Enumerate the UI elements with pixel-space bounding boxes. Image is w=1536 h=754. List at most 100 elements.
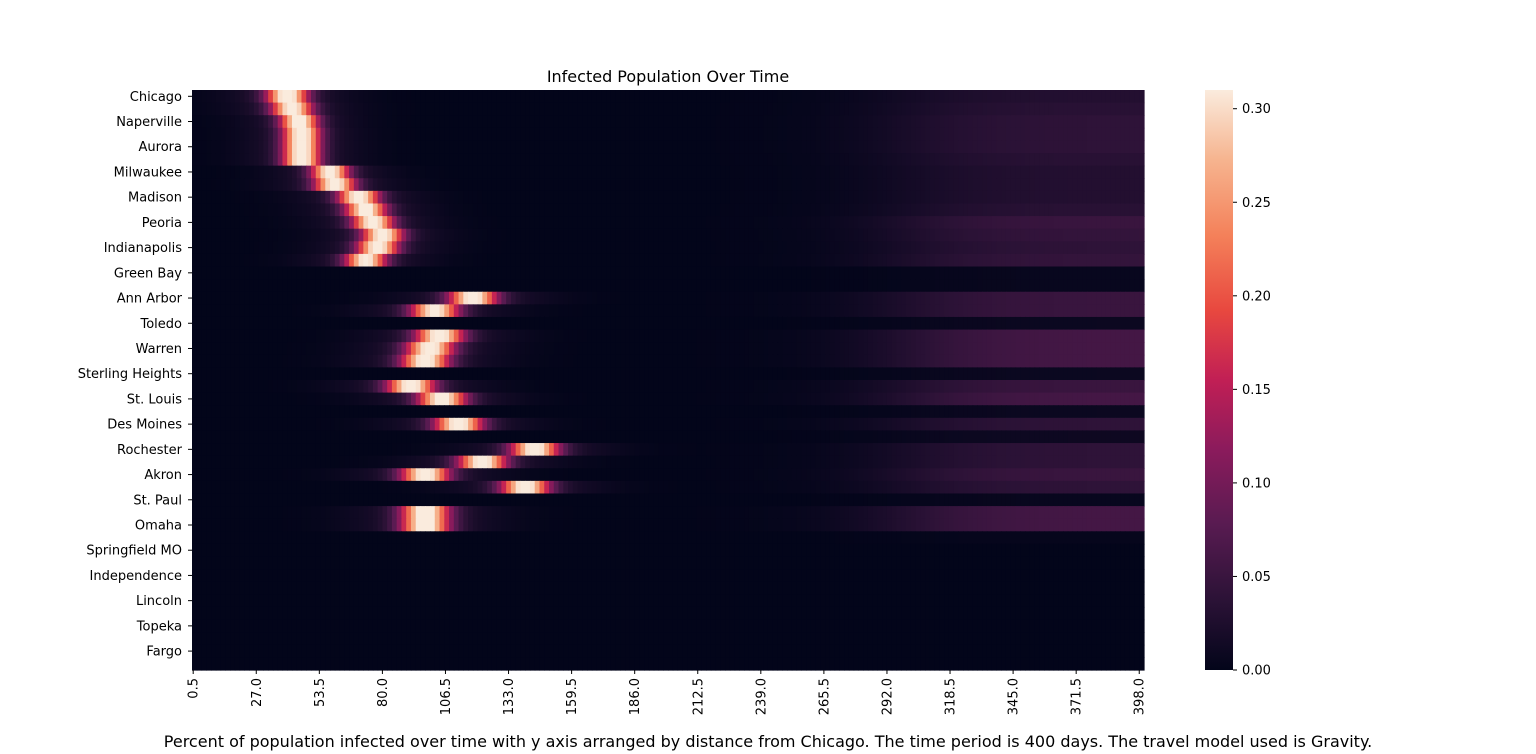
heatmap-cell: [906, 329, 912, 343]
heatmap-cell: [1067, 115, 1074, 129]
heatmap-cell: [558, 354, 564, 368]
heatmap-cell: [396, 140, 403, 154]
heatmap-cell: [601, 279, 607, 293]
heatmap-cell: [825, 190, 831, 205]
heatmap-cell: [439, 153, 445, 167]
heatmap-cell: [701, 127, 707, 142]
heatmap-cell: [682, 127, 688, 142]
heatmap-cell: [591, 178, 598, 192]
heatmap-cell: [963, 115, 969, 129]
heatmap-cell: [668, 266, 674, 280]
heatmap-cell: [506, 115, 512, 129]
heatmap-cell: [772, 190, 779, 205]
heatmap-cell: [615, 316, 621, 331]
heatmap-cell: [1039, 329, 1045, 343]
heatmap-cell: [372, 165, 379, 179]
heatmap-cell: [715, 115, 721, 129]
heatmap-cell: [1120, 203, 1126, 217]
heatmap-cell: [463, 241, 469, 255]
heatmap-cell: [734, 190, 740, 205]
heatmap-cell: [491, 367, 498, 381]
heatmap-cell: [648, 153, 655, 167]
heatmap-cell: [891, 190, 898, 205]
heatmap-cell: [1072, 329, 1078, 343]
heatmap-cell: [244, 102, 250, 116]
heatmap-cell: [268, 304, 274, 318]
heatmap-cell: [325, 178, 331, 192]
heatmap-cell: [615, 367, 621, 381]
heatmap-cell: [720, 253, 726, 268]
heatmap-cell: [982, 178, 988, 192]
heatmap-cell: [787, 304, 793, 318]
heatmap-cell: [996, 316, 1002, 331]
heatmap-cell: [453, 342, 460, 356]
heatmap-cell: [249, 342, 255, 356]
heatmap-cell: [491, 165, 498, 179]
heatmap-cell: [491, 216, 498, 230]
heatmap-cell: [268, 153, 274, 167]
heatmap-cell: [820, 115, 826, 129]
heatmap-cell: [325, 115, 331, 129]
heatmap-cell: [306, 127, 312, 142]
heatmap-cell: [372, 241, 379, 255]
heatmap-cell: [677, 90, 683, 104]
heatmap-cell: [315, 380, 322, 394]
heatmap-cell: [553, 380, 560, 394]
heatmap-cell: [815, 190, 821, 205]
heatmap-cell: [510, 228, 517, 242]
heatmap-cell: [1091, 216, 1097, 230]
heatmap-cell: [606, 266, 612, 280]
heatmap-cell: [1010, 228, 1017, 242]
heatmap-cell: [663, 153, 669, 167]
heatmap-cell: [991, 127, 998, 142]
heatmap-cell: [230, 153, 236, 167]
heatmap-cell: [291, 241, 298, 255]
heatmap-cell: [225, 216, 231, 230]
heatmap-cell: [810, 392, 817, 406]
heatmap-cell: [953, 241, 959, 255]
heatmap-cell: [848, 178, 855, 192]
heatmap-cell: [430, 203, 436, 217]
heatmap-cell: [601, 354, 607, 368]
heatmap-cell: [563, 203, 569, 217]
heatmap-cell: [729, 203, 736, 217]
heatmap-cell: [910, 380, 917, 394]
heatmap-cell: [839, 178, 845, 192]
heatmap-cell: [563, 216, 569, 230]
heatmap-cell: [1101, 153, 1107, 167]
heatmap-cell: [192, 178, 198, 192]
heatmap-cell: [1086, 316, 1093, 331]
heatmap-cell: [606, 291, 612, 305]
heatmap-cell: [806, 216, 812, 230]
heatmap-cell: [820, 329, 826, 343]
heatmap-cell: [1001, 190, 1007, 205]
heatmap-cell: [334, 102, 341, 116]
heatmap-cell: [230, 354, 236, 368]
heatmap-cell: [972, 241, 978, 255]
heatmap-cell: [563, 279, 569, 293]
heatmap-cell: [1053, 253, 1059, 268]
heatmap-cell: [753, 127, 760, 142]
heatmap-cell: [1025, 304, 1031, 318]
heatmap-cell: [501, 153, 507, 167]
heatmap-cell: [1086, 165, 1093, 179]
heatmap-cell: [239, 127, 245, 142]
heatmap-cell: [444, 316, 450, 331]
heatmap-cell: [839, 367, 845, 381]
heatmap-cell: [296, 241, 303, 255]
heatmap-cell: [967, 140, 974, 154]
heatmap-cell: [277, 241, 284, 255]
heatmap-row: [192, 329, 1145, 343]
heatmap-cell: [249, 203, 255, 217]
heatmap-cell: [982, 380, 988, 394]
heatmap-cell: [196, 178, 203, 192]
heatmap-cell: [1053, 153, 1059, 167]
heatmap-cell: [401, 291, 407, 305]
heatmap-cell: [587, 178, 593, 192]
heatmap-cell: [330, 316, 336, 331]
heatmap-cell: [844, 380, 850, 394]
heatmap-cell: [658, 115, 664, 129]
heatmap-cell: [520, 203, 526, 217]
heatmap-cell: [368, 354, 374, 368]
heatmap-cell: [606, 329, 612, 343]
